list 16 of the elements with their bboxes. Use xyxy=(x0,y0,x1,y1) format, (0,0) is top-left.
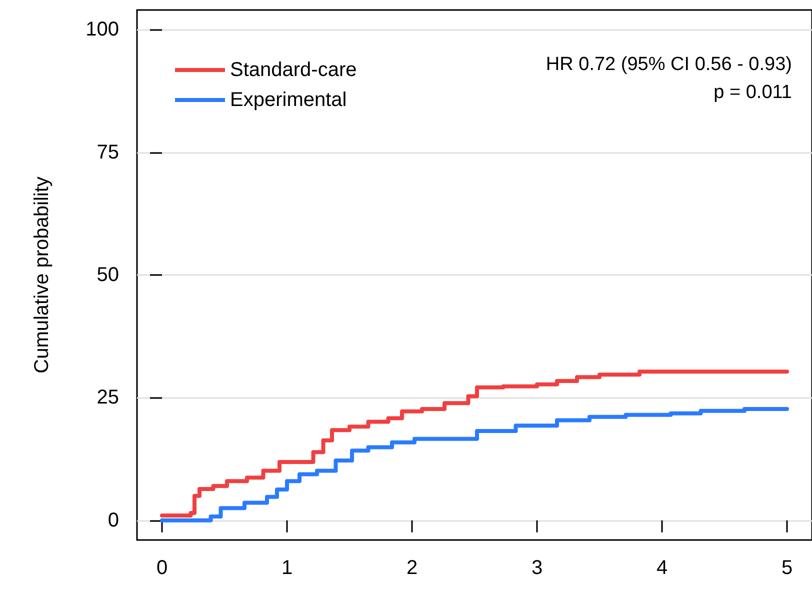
x-tick-label: 1 xyxy=(281,557,293,579)
x-tick-label: 2 xyxy=(406,557,418,579)
y-tick-label: 75 xyxy=(96,141,119,164)
y-tick-label: 0 xyxy=(108,509,119,532)
y-axis-title: Cumulative probability xyxy=(31,176,53,374)
y-tick-label: 50 xyxy=(96,264,119,286)
annotation: p = 0.011 xyxy=(714,82,792,103)
y-tick-label: 25 xyxy=(96,386,119,409)
x-tick-label: 3 xyxy=(531,557,543,579)
legend-label: Experimental xyxy=(230,89,347,111)
y-tick-label: 100 xyxy=(86,18,119,41)
annotation: HR 0.72 (95% CI 0.56 - 0.93) xyxy=(546,54,792,75)
legend-label: Standard-care xyxy=(230,59,357,81)
x-tick-label: 5 xyxy=(781,557,793,579)
x-tick-label: 0 xyxy=(156,557,168,579)
x-tick-label: 4 xyxy=(656,557,668,579)
